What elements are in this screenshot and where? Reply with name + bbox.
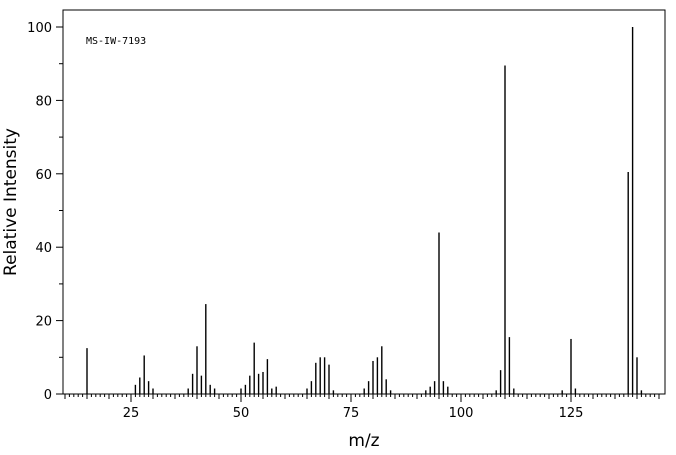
y-tick-label: 80 [35, 94, 52, 109]
x-tick-label: 100 [449, 406, 474, 421]
y-tick-label: 0 [44, 388, 52, 403]
spectrum-id-annotation: MS-IW-7193 [86, 36, 146, 47]
peak-series [86, 27, 643, 394]
x-tick-label: 75 [343, 406, 360, 421]
y-tick-label: 60 [35, 168, 52, 183]
x-tick-labels: 25 50 75 100 125 [123, 406, 584, 421]
y-axis-label: Relative Intensity [1, 128, 21, 276]
x-tick-label: 50 [233, 406, 250, 421]
minor-ticks [56, 26, 660, 402]
y-tick-labels: 0 20 40 60 80 100 [27, 21, 52, 403]
y-tick-label: 40 [35, 241, 52, 256]
x-tick-label: 125 [559, 406, 584, 421]
plot-frame [62, 9, 666, 395]
y-tick-label: 100 [27, 21, 52, 36]
x-axis-label: m/z [348, 431, 379, 451]
x-tick-label: 25 [123, 406, 140, 421]
y-tick-label: 20 [35, 315, 52, 330]
